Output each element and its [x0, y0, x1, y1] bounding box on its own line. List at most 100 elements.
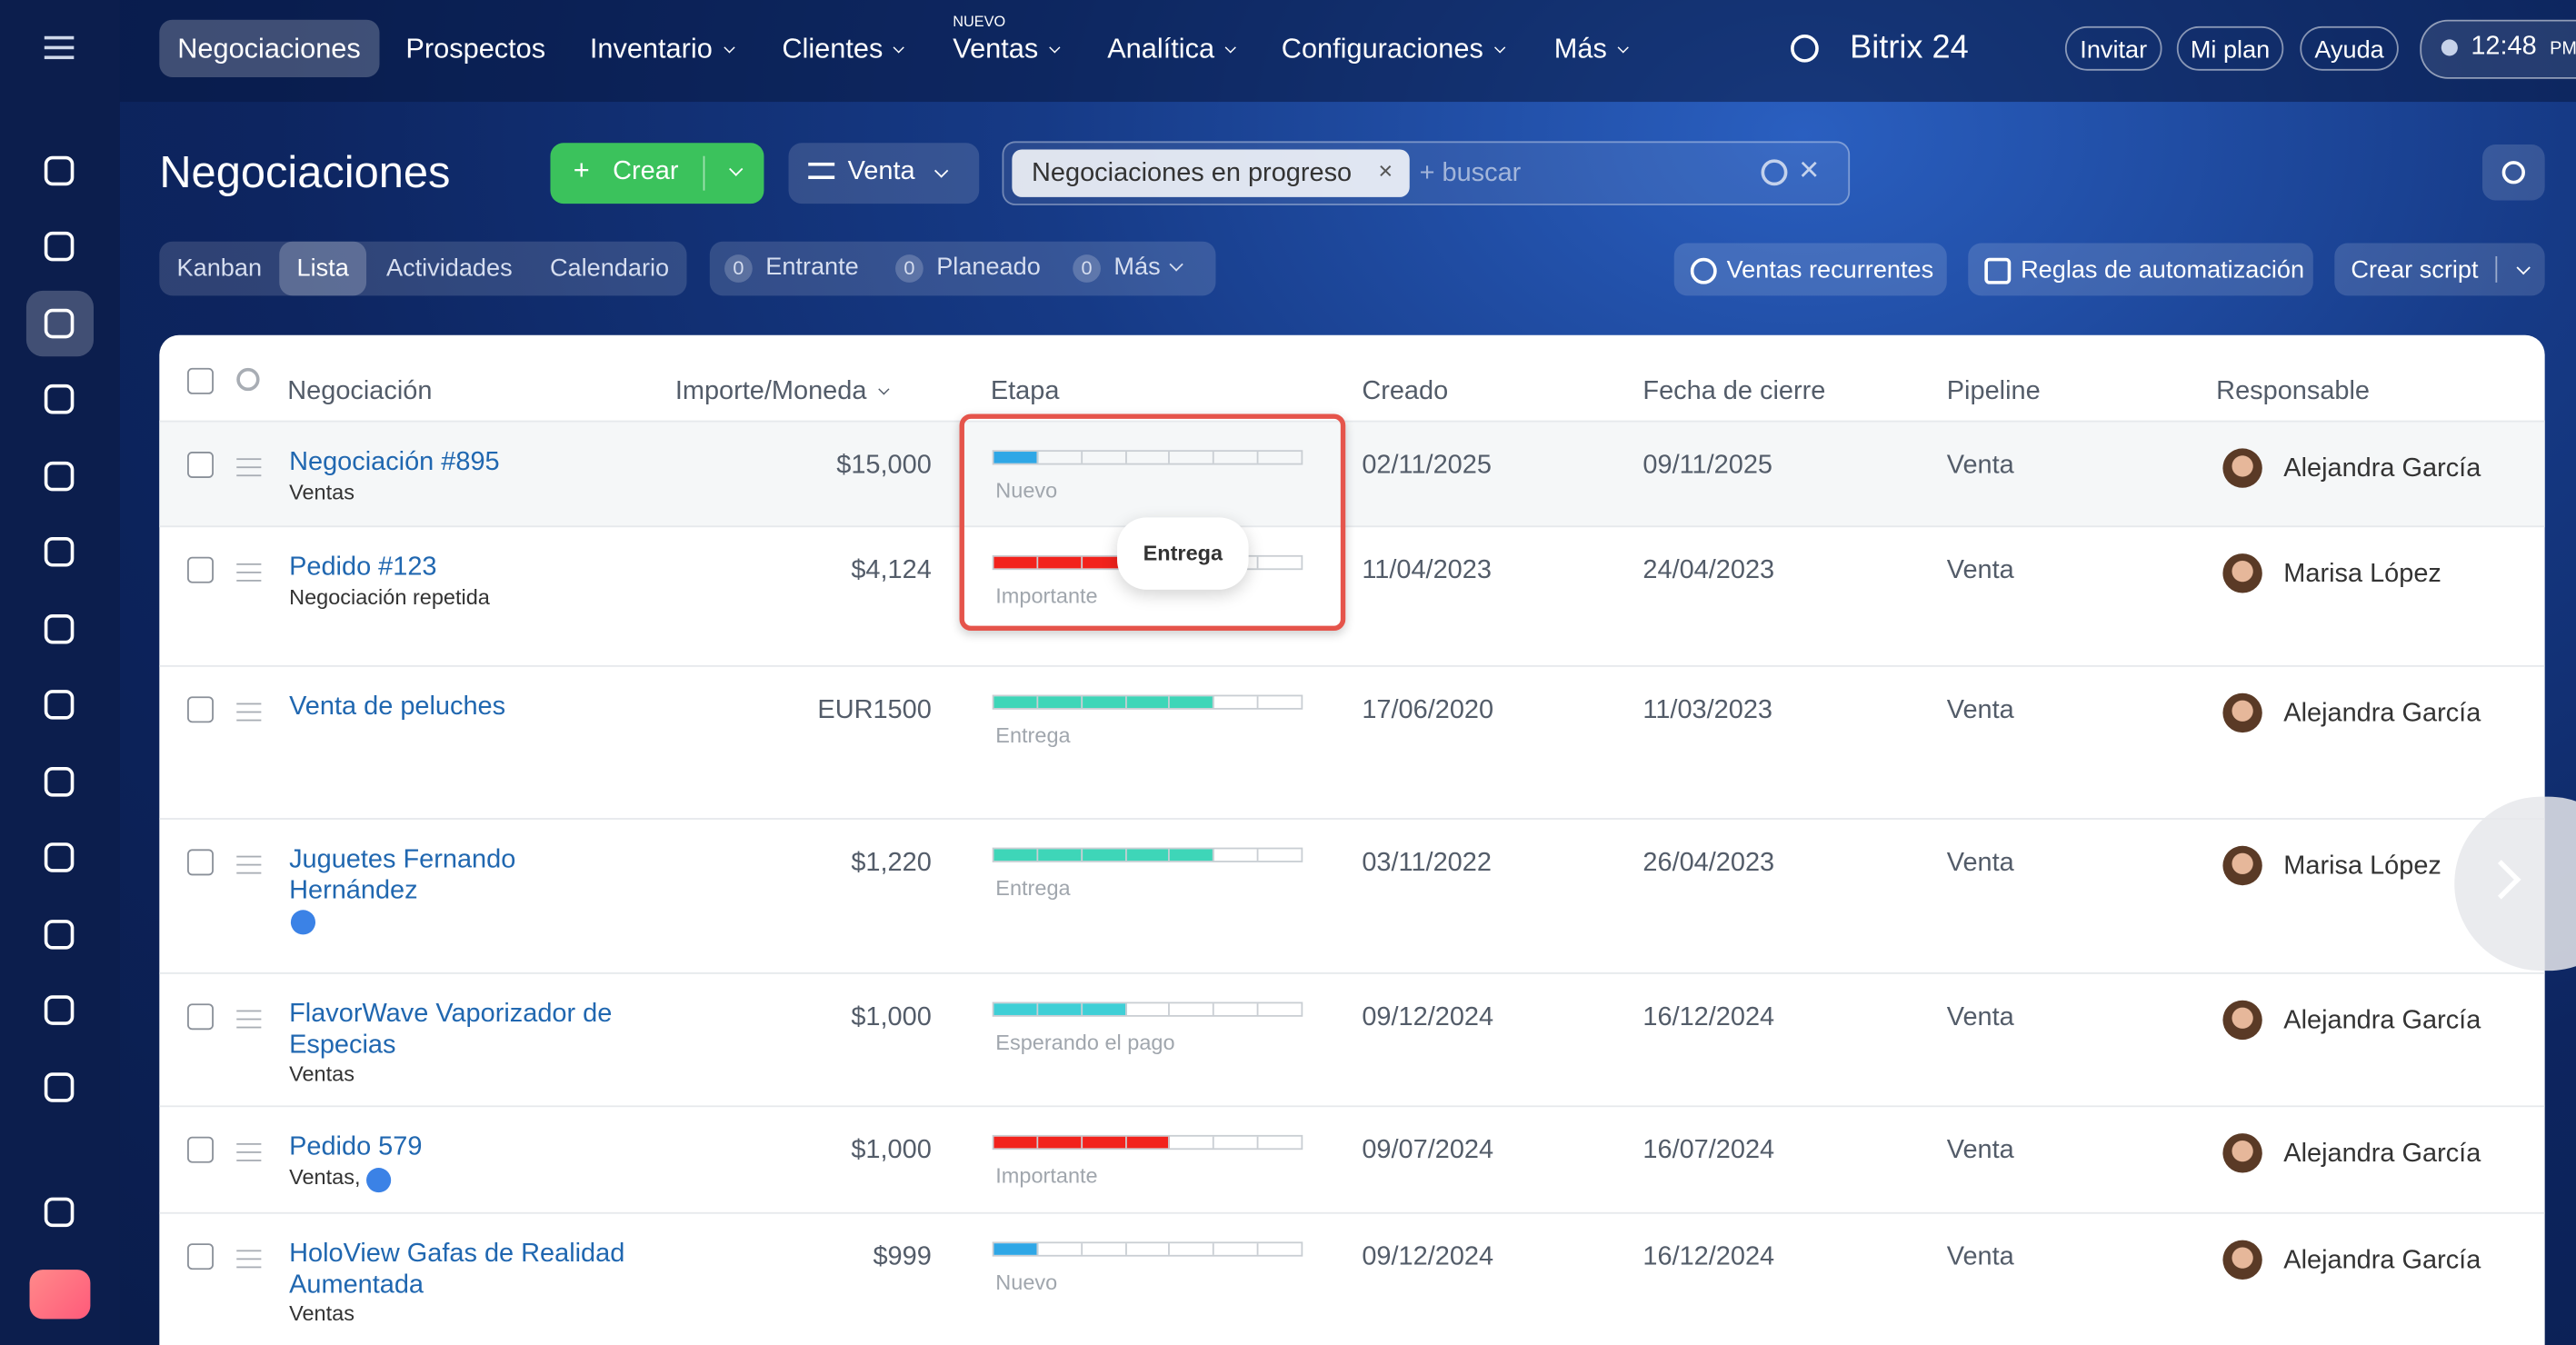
row-checkbox[interactable] [187, 1136, 214, 1163]
sidebar-icon[interactable] [44, 920, 75, 950]
deal-name[interactable]: FlavorWave Vaporizador de Especias Ventas [289, 1001, 643, 1088]
owner[interactable]: Alejandra García [2283, 1140, 2481, 1169]
pipeline-label: Venta [847, 157, 915, 186]
rocket-button[interactable] [29, 1270, 91, 1320]
drag-handle[interactable] [236, 1142, 262, 1161]
sidebar-icon[interactable] [44, 690, 75, 720]
stage-segment [1171, 1003, 1215, 1015]
action-button[interactable]: Crear script [2334, 243, 2545, 296]
drag-handle[interactable] [236, 563, 262, 582]
counter[interactable]: 0 Planeado [895, 253, 1041, 283]
deal-name[interactable]: HoloView Gafas de Realidad Aumentada Vent… [289, 1240, 643, 1328]
clock[interactable]: 12:48 PM [2420, 19, 2576, 79]
deal-name[interactable]: Venta de peluches [289, 693, 643, 723]
chip-close[interactable]: × [1378, 157, 1393, 186]
stage-bar[interactable] [992, 1001, 1303, 1017]
deal-name[interactable]: Juguetes Fernando Hernández [289, 846, 643, 935]
stage-segment [1170, 696, 1215, 708]
sidebar-icon[interactable] [44, 842, 75, 872]
filter-chip[interactable]: Negociaciones en progreso × [1012, 149, 1410, 197]
drag-handle[interactable] [236, 1250, 262, 1269]
row-checkbox[interactable] [187, 1003, 214, 1031]
create-menu [720, 158, 744, 188]
view-tab[interactable]: Actividades [366, 242, 533, 296]
nav-item[interactable]: Más [1554, 20, 1630, 77]
sidebar-icon[interactable] [44, 1072, 75, 1102]
search-go[interactable] [1761, 159, 1788, 186]
drag-handle[interactable] [236, 855, 262, 874]
row-checkbox[interactable] [187, 452, 214, 478]
owner[interactable]: Alejandra García [2283, 699, 2481, 728]
sidebar-icon[interactable] [44, 384, 75, 414]
owner[interactable]: Marisa López [2283, 560, 2441, 589]
nav-item[interactable]: Negociaciones [159, 19, 379, 77]
counter[interactable]: 0 Más [1073, 253, 1184, 283]
action-button[interactable]: Ventas recurrentes [1673, 243, 1947, 296]
avatar [2222, 692, 2262, 733]
top-button[interactable]: Ayuda [2300, 25, 2399, 71]
sidebar-icon[interactable] [44, 767, 75, 797]
counter-label: Más [1113, 253, 1161, 282]
action-button[interactable]: Reglas de automatización [1968, 243, 2313, 296]
nav-item[interactable]: Prospectos [405, 20, 545, 77]
deal-name[interactable]: Pedido 579 Ventas, [289, 1133, 643, 1192]
view-tab[interactable]: Kanban [159, 242, 279, 296]
counter-count: 0 [1073, 254, 1101, 283]
sidebar-icon[interactable] [44, 231, 75, 262]
view-tab[interactable]: Lista [279, 241, 367, 296]
drag-handle[interactable] [236, 1010, 262, 1029]
sidebar-icon[interactable] [44, 537, 75, 567]
settings-button[interactable] [2481, 144, 2545, 201]
counter[interactable]: 0 Entrante [724, 253, 859, 283]
row-checkbox[interactable] [187, 1243, 214, 1270]
column-header[interactable]: Importe/Moneda [675, 378, 889, 408]
nav-item[interactable]: Inventario [590, 20, 735, 77]
sidebar-icon[interactable] [44, 1197, 75, 1228]
sidebar-icon[interactable] [44, 995, 75, 1025]
deal-name[interactable]: Pedido #123 Negociación repetida [289, 553, 643, 610]
column-header: Responsable [2216, 378, 2370, 408]
pipeline-button[interactable]: Venta [788, 143, 980, 204]
deal-title: Juguetes Fernando Hernández [289, 845, 516, 904]
nav-item[interactable]: Clientes [782, 20, 905, 77]
owner[interactable]: Alejandra García [2283, 1246, 2481, 1275]
stage-label: Importante [995, 1162, 1098, 1188]
stage-label: Entrega [995, 875, 1071, 901]
stage-segment [1259, 696, 1302, 708]
sidebar-icon[interactable] [44, 308, 75, 339]
sidebar-icon[interactable] [44, 461, 75, 492]
sidebar-icon[interactable] [44, 613, 75, 644]
select-all[interactable] [187, 367, 214, 394]
nav-item[interactable]: Analítica [1107, 20, 1237, 77]
owner[interactable]: Alejandra García [2283, 454, 2481, 483]
nav-label: Prospectos [405, 33, 546, 65]
stage-bar[interactable] [992, 847, 1303, 862]
owner[interactable]: Alejandra García [2283, 1006, 2481, 1035]
top-button[interactable]: Invitar [2064, 25, 2162, 71]
search-icon[interactable] [1791, 34, 1819, 63]
stage-bar[interactable] [992, 694, 1303, 710]
row-checkbox[interactable] [187, 849, 214, 876]
row-checkbox[interactable] [187, 696, 214, 723]
top-button[interactable]: Mi plan [2176, 25, 2284, 71]
owner[interactable]: Marisa López [2283, 852, 2441, 881]
stage-bar[interactable] [992, 450, 1303, 465]
deal-name[interactable]: Negociación #895 Ventas [289, 448, 643, 504]
search-box[interactable]: Negociaciones en progreso × + buscar × [1002, 141, 1851, 205]
nav-chevron [1617, 42, 1630, 54]
search-clear[interactable]: × [1799, 151, 1820, 189]
table-settings[interactable] [236, 367, 260, 392]
menu-icon[interactable] [44, 35, 75, 60]
table-row: Pedido 579 Ventas, $1,000 Importante 09/07/2… [159, 1105, 2545, 1213]
stage-segment [1259, 849, 1302, 861]
create-button[interactable]: + Crear [550, 143, 764, 204]
stage-bar[interactable] [992, 1134, 1303, 1151]
nav-item[interactable]: Configuraciones [1282, 20, 1506, 77]
nav-item[interactable]: Ventas [953, 20, 1061, 77]
stage-bar[interactable] [992, 1241, 1303, 1257]
drag-handle[interactable] [236, 458, 262, 477]
sidebar-icon[interactable] [44, 155, 75, 186]
row-checkbox[interactable] [187, 556, 214, 583]
drag-handle[interactable] [236, 702, 262, 722]
view-tab[interactable]: Calendario [533, 242, 687, 296]
